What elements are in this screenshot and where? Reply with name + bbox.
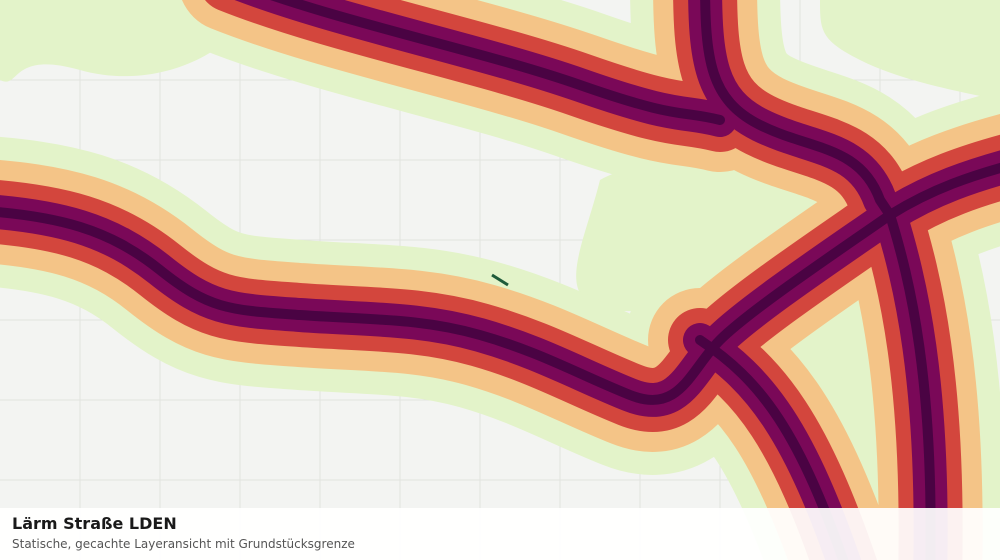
title: Lärm Straße LDEN	[12, 514, 177, 533]
noise-zone-low	[820, 0, 1000, 100]
caption: Lärm Straße LDEN Statische, gecachte Lay…	[0, 508, 1000, 560]
parcel-marker	[491, 273, 509, 287]
subtitle: Statische, gecachte Layeransicht mit Gru…	[12, 537, 355, 551]
